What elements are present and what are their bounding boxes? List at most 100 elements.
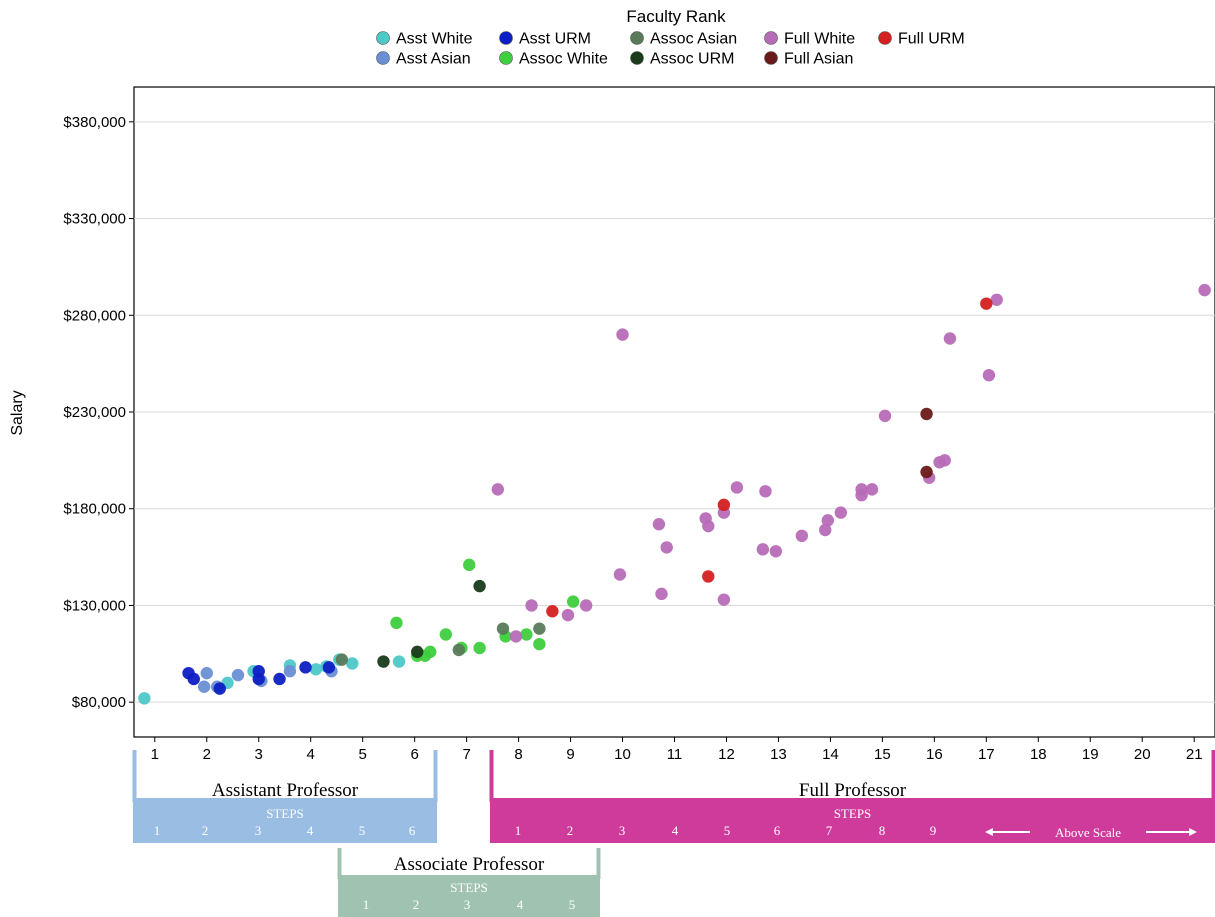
y-tick-label: $330,000 (63, 211, 126, 228)
point-full_white (795, 529, 809, 543)
x-tick-label: 3 (255, 746, 263, 763)
band-full: Full Professor STEPS 1 2 3 4 5 6 7 8 9 Above Scale (489, 750, 1215, 843)
point-full_asian (920, 407, 933, 421)
band-step-associate: 5 (569, 897, 576, 912)
point-assoc_urm (377, 655, 390, 668)
above-scale-arrowhead-left (985, 828, 993, 836)
band-step-full: 9 (930, 823, 937, 838)
band-step-associate: 3 (464, 897, 471, 912)
point-assoc_urm (411, 645, 424, 659)
x-tick-label: 11 (667, 746, 683, 763)
band-step-full: 5 (724, 823, 731, 838)
y-tick-label: $380,000 (63, 114, 126, 131)
point-assoc_asian (533, 622, 546, 635)
point-full_white (613, 568, 627, 581)
band-step-full: 7 (826, 823, 833, 838)
band-title-associate: Associate Professor (394, 854, 545, 875)
legend-marker-asst_urm (499, 31, 513, 45)
point-full_urm (717, 498, 731, 512)
point-full_white (579, 599, 593, 612)
legend-label-full_urm: Full URM (898, 31, 965, 48)
x-tick-label: 1 (151, 746, 159, 763)
band-title-full: Full Professor (799, 780, 907, 801)
band-steps-label-assistant: STEPS (266, 806, 304, 821)
band-steps-label-associate: STEPS (450, 880, 488, 895)
legend-marker-full_asian (764, 51, 778, 65)
legend-marker-assoc_white (499, 51, 513, 65)
band-step-associate: 2 (413, 897, 420, 912)
y-tick-label: $230,000 (63, 404, 126, 421)
point-full_white (509, 630, 523, 643)
point-full_white (561, 608, 575, 622)
legend-marker-full_urm (878, 31, 892, 45)
band-bar-assistant (133, 801, 437, 843)
point-full_white (702, 519, 715, 533)
legend-label-asst_urm: Asst URM (519, 31, 591, 48)
point-full_urm (980, 297, 993, 310)
point-assoc_white (566, 595, 580, 608)
series-assoc_asian (335, 622, 546, 666)
point-assoc_white (473, 641, 486, 655)
band-step-full: 2 (567, 823, 574, 838)
point-asst_asian (283, 665, 297, 678)
x-tick-label: 5 (359, 746, 367, 763)
x-tick-label: 9 (566, 746, 574, 763)
point-assoc_white (439, 628, 453, 641)
legend-label-asst_white: Asst White (396, 31, 473, 48)
point-full_urm (546, 605, 559, 618)
band-step-full: 4 (672, 823, 679, 838)
point-assoc_white (463, 558, 476, 572)
band-bar-full (490, 801, 1215, 843)
point-full_white (491, 483, 504, 496)
band-step-assistant: 5 (359, 823, 366, 838)
series-assoc_urm (377, 579, 486, 668)
y-tick-label: $80,000 (72, 694, 126, 711)
legend-label-full_white: Full White (784, 31, 855, 48)
data-points (138, 283, 1211, 705)
legend: Faculty Rank Asst White Asst URM Assoc Asi… (376, 7, 965, 68)
point-full_white (525, 599, 538, 612)
point-assoc_asian (452, 643, 466, 657)
point-full_urm (702, 570, 715, 583)
point-asst_urm (322, 661, 336, 674)
band-bar-associate (338, 876, 600, 917)
point-full_white (834, 506, 848, 519)
x-tick-label: 14 (822, 746, 839, 763)
band-step-associate: 4 (517, 897, 524, 912)
band-step-assistant: 4 (307, 823, 314, 838)
point-full_white (769, 545, 783, 558)
legend-marker-assoc_urm (630, 51, 644, 65)
point-full_asian (920, 465, 933, 479)
band-bracket-full (489, 750, 1215, 802)
point-full_white (1198, 283, 1211, 297)
point-assoc_white (533, 637, 546, 651)
x-tick-label: 17 (978, 746, 995, 763)
legend-marker-asst_asian (376, 51, 390, 65)
x-tick-label: 18 (1030, 746, 1047, 763)
legend-label-asst_asian: Asst Asian (396, 51, 471, 68)
band-step-full: 3 (619, 823, 626, 838)
band-associate: Associate Professor STEPS 1 2 3 4 5 (337, 848, 601, 917)
y-tick-label: $180,000 (63, 501, 126, 518)
x-tick-label: 20 (1134, 746, 1151, 763)
band-step-assistant: 1 (154, 823, 161, 838)
legend-label-full_asian: Full Asian (784, 51, 853, 68)
x-tick-label: 15 (874, 746, 891, 763)
point-assoc_asian (496, 622, 510, 635)
band-step-assistant: 3 (255, 823, 262, 838)
band-bracket-assistant (132, 750, 438, 802)
series-full_white (491, 283, 1211, 643)
band-step-assistant: 6 (409, 823, 416, 838)
x-tick-label: 16 (926, 746, 943, 763)
point-full_white (821, 514, 835, 527)
x-axis-ticks: 1 2 3 4 5 6 7 8 9 10 11 12 13 14 15 16 17 18 19 20 21 (151, 737, 1203, 763)
legend-label-assoc_white: Assoc White (519, 51, 608, 68)
x-tick-label: 4 (307, 746, 315, 763)
above-scale-label: Above Scale (1055, 825, 1121, 840)
x-tick-label: 10 (614, 746, 631, 763)
y-tick-label: $280,000 (63, 307, 126, 324)
point-asst_asian (200, 666, 213, 680)
point-full_white (865, 483, 879, 496)
